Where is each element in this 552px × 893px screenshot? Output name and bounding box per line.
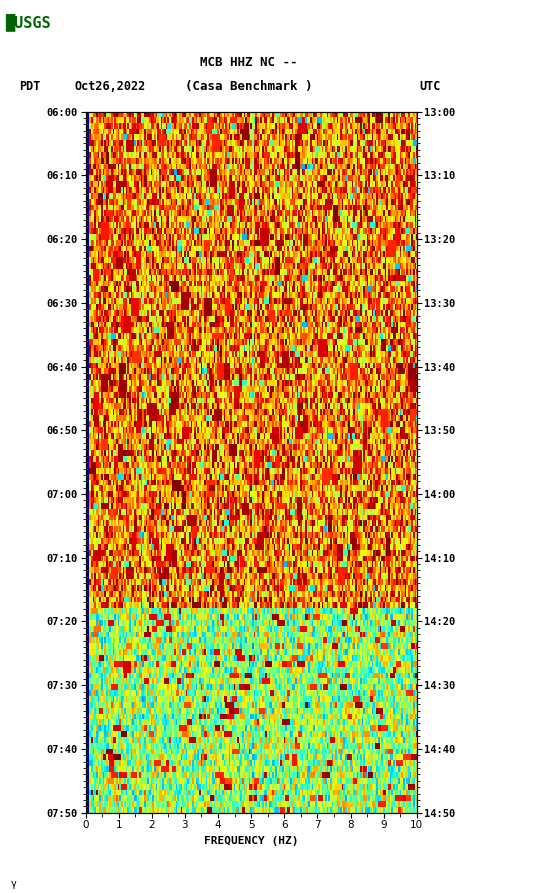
Text: γ: γ — [11, 879, 17, 889]
Text: PDT: PDT — [19, 80, 41, 93]
Text: UTC: UTC — [420, 80, 441, 93]
X-axis label: FREQUENCY (HZ): FREQUENCY (HZ) — [204, 836, 299, 846]
Text: █USGS: █USGS — [6, 13, 51, 31]
Text: MCB HHZ NC --: MCB HHZ NC -- — [200, 56, 297, 69]
Text: (Casa Benchmark ): (Casa Benchmark ) — [185, 80, 312, 93]
Text: Oct26,2022: Oct26,2022 — [75, 80, 146, 93]
